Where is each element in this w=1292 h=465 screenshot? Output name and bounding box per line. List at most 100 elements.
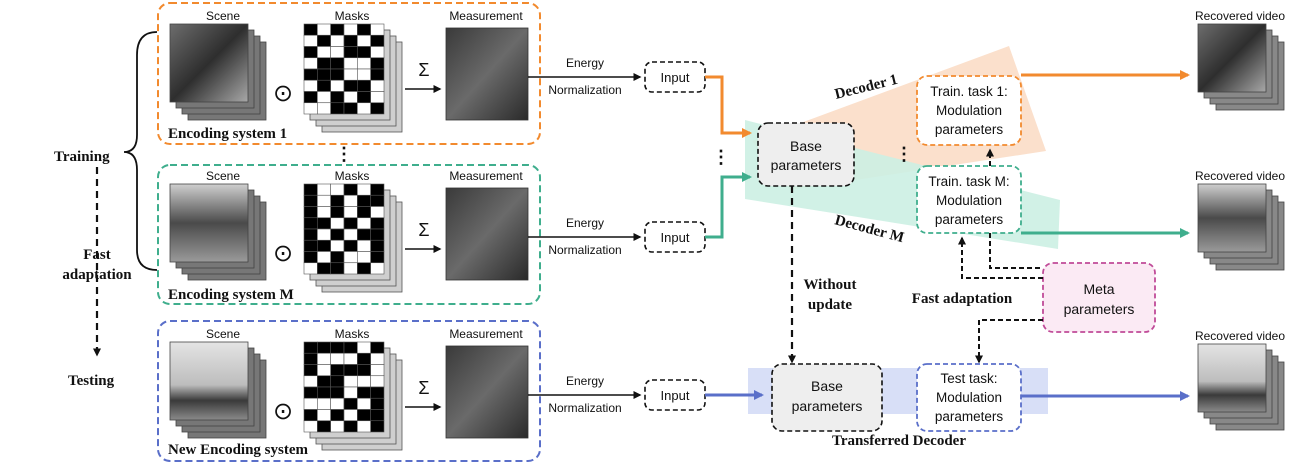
mask-cell bbox=[303, 217, 318, 230]
mask-cell bbox=[317, 34, 331, 47]
task-m-to-meta-line bbox=[989, 233, 1043, 269]
energy-label: Energy bbox=[566, 374, 604, 388]
scene-frame bbox=[169, 341, 249, 421]
mask-cell bbox=[357, 68, 371, 81]
mask-cell bbox=[370, 420, 385, 433]
mask-cell bbox=[343, 34, 358, 47]
test-task-line2: Modulation bbox=[936, 390, 1002, 405]
mask-cell bbox=[330, 206, 345, 219]
system-row-sysN: Scene Masks Measurement ⊙ Σ Energy Normalizati… bbox=[169, 327, 706, 451]
train-task-m-line2: Modulation bbox=[936, 193, 1002, 208]
measurement-label: Measurement bbox=[449, 9, 523, 23]
mask-cell bbox=[303, 79, 318, 92]
train-task-m-box bbox=[916, 165, 1022, 234]
mask-cell bbox=[330, 239, 345, 252]
mask-cell bbox=[357, 102, 371, 115]
mask-cell bbox=[330, 217, 345, 230]
mask-grid bbox=[303, 23, 385, 115]
mask-cell bbox=[317, 79, 331, 92]
mask-cell bbox=[330, 375, 345, 388]
mask-cell bbox=[343, 91, 358, 104]
mask-cell bbox=[370, 364, 385, 377]
encoding-system-new-box bbox=[157, 320, 541, 462]
mask-cell bbox=[370, 386, 385, 399]
energy-label: Energy bbox=[566, 216, 604, 230]
mask-cell bbox=[343, 68, 358, 81]
encoding-system-new-title: New Encoding system bbox=[168, 442, 309, 458]
mask-grid bbox=[303, 341, 385, 433]
mask-cell bbox=[357, 91, 371, 104]
without-update-line2: update bbox=[808, 297, 853, 313]
mask-cell bbox=[357, 79, 371, 92]
mask-cell bbox=[343, 183, 358, 196]
mask-cell bbox=[357, 364, 371, 377]
without-update-line1: Without bbox=[803, 277, 856, 293]
mask-cell bbox=[317, 217, 331, 230]
encoding-system-m-box bbox=[157, 164, 541, 305]
mask-cell bbox=[303, 251, 318, 264]
mask-cell bbox=[317, 397, 331, 410]
mask-cell bbox=[303, 228, 318, 241]
mask-cell bbox=[330, 23, 345, 36]
mask-cell bbox=[330, 409, 345, 422]
mask-cell bbox=[303, 386, 318, 399]
train-task-m-line1: Train. task M: bbox=[928, 174, 1009, 189]
mask-cell bbox=[317, 386, 331, 399]
mask-cell bbox=[370, 375, 385, 388]
mask-cell bbox=[303, 420, 318, 433]
measurement-image bbox=[445, 27, 529, 121]
mask-cell bbox=[303, 57, 318, 70]
mask-cell bbox=[357, 206, 371, 219]
mask-cell bbox=[330, 102, 345, 115]
mask-cell bbox=[330, 68, 345, 81]
mask-cell bbox=[357, 262, 371, 275]
mask-cell bbox=[370, 239, 385, 252]
recovered-video-label: Recovered video bbox=[1195, 169, 1285, 183]
recovered-video-label: Recovered video bbox=[1195, 329, 1285, 343]
mask-cell bbox=[357, 194, 371, 207]
mask-cell bbox=[317, 352, 331, 365]
recovered-frame bbox=[1197, 183, 1267, 253]
testing-label: Testing bbox=[68, 373, 115, 389]
train-task-1-line3: parameters bbox=[935, 122, 1004, 137]
mask-cell bbox=[357, 183, 371, 196]
mask-cell bbox=[330, 79, 345, 92]
test-base-parameters-line2: parameters bbox=[792, 398, 863, 414]
mask-cell bbox=[330, 91, 345, 104]
mask-cell bbox=[370, 397, 385, 410]
mask-cell bbox=[330, 420, 345, 433]
mask-cell bbox=[303, 46, 318, 59]
mask-cell bbox=[303, 239, 318, 252]
mask-cell bbox=[343, 217, 358, 230]
system-row-sysM: Scene Masks Measurement ⊙ Σ Energy Normalizati… bbox=[169, 169, 706, 293]
test-base-parameters-line1: Base bbox=[811, 378, 843, 394]
mask-cell bbox=[317, 194, 331, 207]
mask-cell bbox=[343, 23, 358, 36]
training-brace bbox=[123, 31, 158, 271]
mask-cell bbox=[330, 262, 345, 275]
masks-label: Masks bbox=[335, 169, 370, 183]
energy-label: Energy bbox=[566, 56, 604, 70]
mask-cell bbox=[357, 57, 371, 70]
mask-cell bbox=[317, 341, 331, 354]
mask-cell bbox=[370, 91, 385, 104]
mask-cell bbox=[357, 352, 371, 365]
mask-cell bbox=[343, 228, 358, 241]
training-label: Training bbox=[54, 149, 110, 165]
ellipsis-left: ⋮ bbox=[712, 147, 730, 167]
masks-label: Masks bbox=[335, 9, 370, 23]
meta-to-test-task-arrow bbox=[975, 319, 1043, 364]
mask-cell bbox=[317, 46, 331, 59]
mask-cell bbox=[357, 341, 371, 354]
sum-symbol: Σ bbox=[418, 60, 429, 80]
train-task-1-box bbox=[916, 75, 1022, 146]
mask-cell bbox=[357, 23, 371, 36]
mask-cell bbox=[343, 251, 358, 264]
mask-cell bbox=[303, 206, 318, 219]
mask-cell bbox=[317, 251, 331, 264]
mask-cell bbox=[357, 46, 371, 59]
mask-cell bbox=[370, 68, 385, 81]
mask-cell bbox=[317, 102, 331, 115]
mask-cell bbox=[330, 46, 345, 59]
mask-cell bbox=[343, 102, 358, 115]
